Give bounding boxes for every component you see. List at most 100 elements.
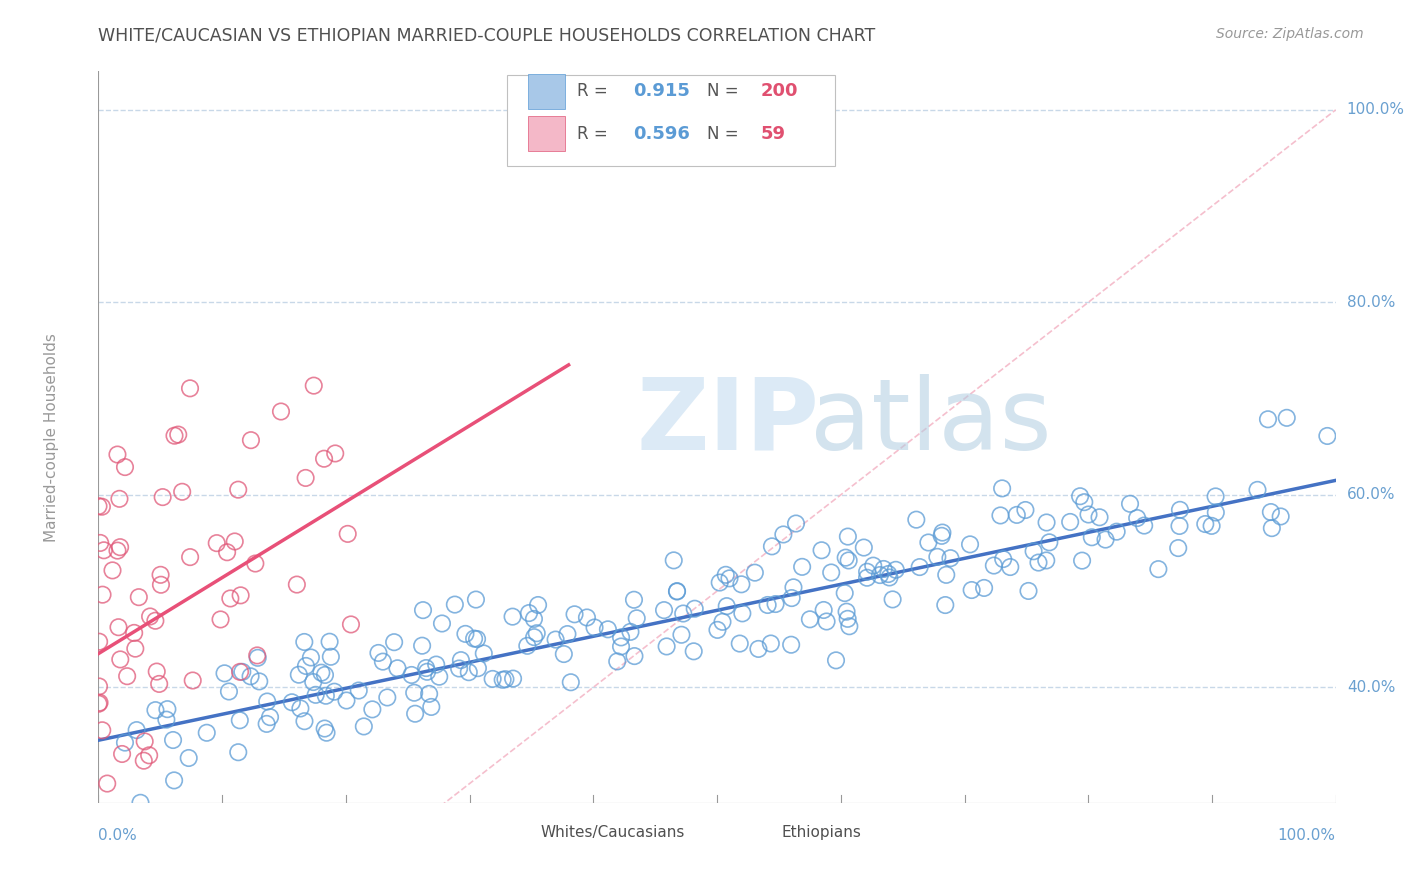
Point xyxy=(108,491,131,506)
Point xyxy=(288,667,311,681)
Point xyxy=(655,640,678,654)
Point xyxy=(285,577,308,591)
Point xyxy=(91,588,114,602)
Point xyxy=(1147,562,1170,576)
Point xyxy=(1316,429,1339,443)
Point xyxy=(792,559,814,574)
Point xyxy=(939,551,962,566)
Text: ZIP: ZIP xyxy=(637,374,820,471)
Text: 0.0%: 0.0% xyxy=(98,828,138,843)
Point xyxy=(114,460,136,475)
Point xyxy=(138,748,160,763)
Point xyxy=(315,725,337,739)
Point xyxy=(747,641,769,656)
Point xyxy=(517,606,540,620)
Point xyxy=(1094,533,1116,547)
Point xyxy=(314,722,336,736)
Point xyxy=(361,702,384,716)
Point xyxy=(527,598,550,612)
Point xyxy=(256,717,278,731)
Point xyxy=(172,484,194,499)
Point xyxy=(115,669,138,683)
Point xyxy=(89,696,111,710)
Point xyxy=(128,590,150,604)
Point xyxy=(472,647,495,661)
Point xyxy=(869,568,891,582)
Point xyxy=(411,639,433,653)
Text: 80.0%: 80.0% xyxy=(1347,295,1395,310)
Point xyxy=(1018,583,1040,598)
Point xyxy=(666,584,689,599)
Point xyxy=(772,527,794,541)
Point xyxy=(229,665,252,679)
Point xyxy=(404,686,426,700)
Point xyxy=(101,563,124,577)
FancyBboxPatch shape xyxy=(527,116,565,151)
Point xyxy=(744,566,766,580)
Point xyxy=(731,607,754,621)
Point xyxy=(149,567,172,582)
Point xyxy=(523,630,546,644)
Point xyxy=(465,632,488,646)
Point xyxy=(312,451,335,466)
Point xyxy=(336,527,359,541)
Point xyxy=(682,644,704,658)
Point xyxy=(290,701,312,715)
Point xyxy=(315,689,337,703)
Point xyxy=(239,433,262,447)
Point xyxy=(218,684,240,698)
Point xyxy=(730,577,752,591)
Point xyxy=(716,599,738,614)
Point xyxy=(229,588,252,602)
Point xyxy=(610,640,633,654)
Point xyxy=(557,627,579,641)
Point xyxy=(305,688,328,702)
Point xyxy=(780,638,803,652)
Point xyxy=(246,648,269,663)
Point xyxy=(1167,541,1189,555)
Point xyxy=(1000,560,1022,574)
Point xyxy=(454,627,477,641)
Point xyxy=(226,483,249,497)
Point xyxy=(163,773,186,788)
Point xyxy=(991,482,1014,496)
Point xyxy=(89,634,111,648)
FancyBboxPatch shape xyxy=(506,75,835,167)
Point xyxy=(564,607,586,622)
Point xyxy=(152,490,174,504)
Point xyxy=(502,609,524,624)
Point xyxy=(560,675,582,690)
Point xyxy=(87,697,110,711)
Point xyxy=(834,586,856,600)
Point xyxy=(93,543,115,558)
Text: N =: N = xyxy=(707,82,744,101)
Point xyxy=(416,665,439,679)
Text: 40.0%: 40.0% xyxy=(1347,680,1395,695)
Point xyxy=(935,567,957,582)
Point xyxy=(96,776,118,790)
Point xyxy=(606,654,628,668)
Point xyxy=(281,695,304,709)
Point xyxy=(132,754,155,768)
Point xyxy=(652,603,675,617)
Point xyxy=(1028,556,1050,570)
Point xyxy=(145,703,167,717)
Point xyxy=(728,636,751,650)
Point xyxy=(111,747,134,761)
Point xyxy=(825,653,848,667)
Point xyxy=(526,626,548,640)
Text: WHITE/CAUCASIAN VS ETHIOPIAN MARRIED-COUPLE HOUSEHOLDS CORRELATION CHART: WHITE/CAUCASIAN VS ETHIOPIAN MARRIED-COU… xyxy=(98,27,876,45)
Point xyxy=(683,601,706,615)
Point xyxy=(110,652,132,666)
Point xyxy=(1038,535,1060,549)
Point xyxy=(990,508,1012,523)
Point xyxy=(245,557,267,571)
Point xyxy=(834,550,856,565)
Point xyxy=(872,562,894,576)
Point xyxy=(905,513,928,527)
FancyBboxPatch shape xyxy=(501,822,527,843)
Point xyxy=(1014,503,1036,517)
Point xyxy=(1260,505,1282,519)
Point xyxy=(1270,509,1292,524)
Point xyxy=(371,655,394,669)
